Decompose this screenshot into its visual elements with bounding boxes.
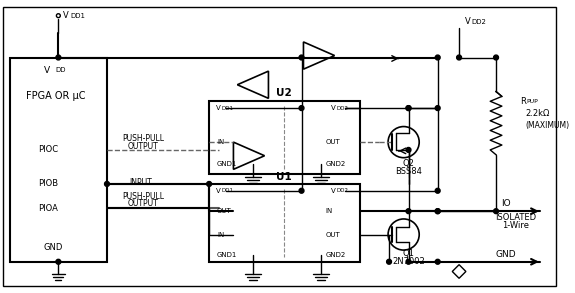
Text: V: V xyxy=(465,17,471,26)
Text: ISOLATED: ISOLATED xyxy=(495,214,536,222)
Text: BSS84: BSS84 xyxy=(395,167,422,176)
Text: OUTPUT: OUTPUT xyxy=(128,199,158,208)
Bar xyxy=(209,101,360,174)
Circle shape xyxy=(299,188,304,193)
Text: PIOA: PIOA xyxy=(39,204,58,213)
Circle shape xyxy=(386,259,392,264)
Circle shape xyxy=(406,106,411,110)
Text: V: V xyxy=(216,188,221,194)
Text: INPUT: INPUT xyxy=(129,178,152,187)
Circle shape xyxy=(493,55,499,60)
Circle shape xyxy=(435,209,440,214)
Text: GND2: GND2 xyxy=(326,252,346,258)
Circle shape xyxy=(56,55,61,60)
Text: DD1: DD1 xyxy=(222,188,234,193)
Text: R: R xyxy=(520,97,526,106)
Circle shape xyxy=(435,259,440,264)
Text: PIOC: PIOC xyxy=(38,145,58,154)
Text: GND2: GND2 xyxy=(326,161,346,168)
Text: PUSH-PULL: PUSH-PULL xyxy=(122,192,164,201)
Circle shape xyxy=(406,209,411,214)
Text: PUSH-PULL: PUSH-PULL xyxy=(122,134,164,143)
Text: DD1: DD1 xyxy=(70,13,85,19)
Text: Q1: Q1 xyxy=(402,249,415,258)
Text: IN: IN xyxy=(217,139,224,145)
Text: IN: IN xyxy=(217,231,224,238)
Circle shape xyxy=(206,182,212,186)
Text: PIOB: PIOB xyxy=(38,179,58,188)
Text: GND1: GND1 xyxy=(217,252,237,258)
Text: GND: GND xyxy=(44,243,63,252)
Text: 2N7002: 2N7002 xyxy=(392,257,425,266)
Circle shape xyxy=(406,259,411,264)
Text: U1: U1 xyxy=(276,172,292,182)
Text: (MAXIMUM): (MAXIMUM) xyxy=(525,121,569,130)
Text: 1-Wire: 1-Wire xyxy=(502,221,529,230)
Text: DD2: DD2 xyxy=(336,188,348,193)
Circle shape xyxy=(435,209,440,214)
Circle shape xyxy=(299,106,304,110)
Circle shape xyxy=(493,209,499,214)
Text: OUTPUT: OUTPUT xyxy=(128,142,158,151)
Circle shape xyxy=(406,147,411,152)
Text: OUT: OUT xyxy=(326,231,340,238)
Text: V: V xyxy=(44,66,50,75)
Text: DD2: DD2 xyxy=(336,105,348,110)
Text: V: V xyxy=(331,105,335,111)
Text: V: V xyxy=(331,188,335,194)
Text: DD1: DD1 xyxy=(222,105,234,110)
Text: V: V xyxy=(216,105,221,111)
Text: GND1: GND1 xyxy=(217,161,237,168)
Text: IO: IO xyxy=(501,199,511,208)
Circle shape xyxy=(435,188,440,193)
Circle shape xyxy=(56,259,61,264)
Text: FPGA OR μC: FPGA OR μC xyxy=(26,91,85,101)
Text: PUP: PUP xyxy=(526,99,538,104)
Bar xyxy=(209,184,360,262)
Circle shape xyxy=(457,55,462,60)
Circle shape xyxy=(435,106,440,110)
Circle shape xyxy=(406,106,411,110)
Text: DD2: DD2 xyxy=(472,18,486,25)
Text: 2.2kΩ: 2.2kΩ xyxy=(525,109,550,118)
Circle shape xyxy=(299,55,304,60)
Circle shape xyxy=(435,55,440,60)
Text: IN: IN xyxy=(326,208,333,214)
Bar xyxy=(10,57,107,262)
Text: U2: U2 xyxy=(276,88,292,98)
Text: OUT: OUT xyxy=(217,208,232,214)
Text: GND: GND xyxy=(496,251,516,259)
Text: Q2: Q2 xyxy=(402,159,415,168)
Text: OUT: OUT xyxy=(326,139,340,145)
Text: DD: DD xyxy=(55,67,66,73)
Circle shape xyxy=(105,182,109,186)
Text: V: V xyxy=(63,11,69,20)
